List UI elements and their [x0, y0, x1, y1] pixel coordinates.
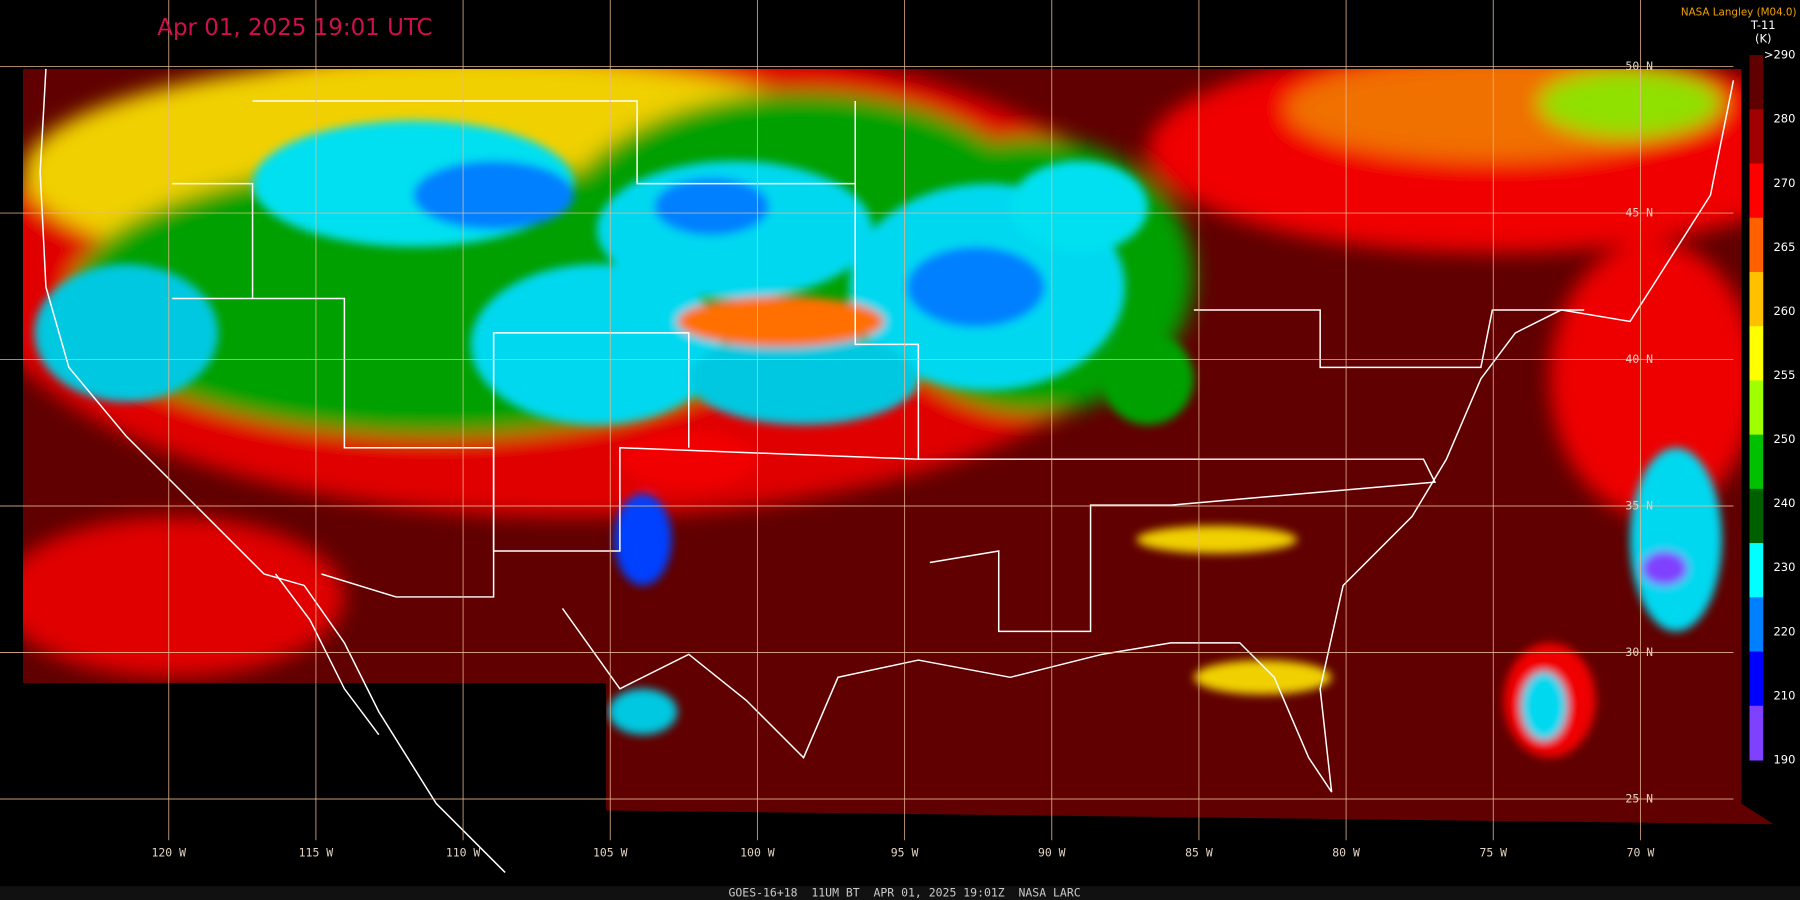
colorbar-swatch	[1749, 488, 1764, 544]
colorbar-swatch	[1749, 651, 1764, 707]
latitude-label: 25 N	[1625, 791, 1653, 805]
colorbar-unit: (K)	[1755, 32, 1771, 46]
latitude-label: 50 N	[1625, 59, 1653, 73]
longitude-label: 70 W	[1627, 845, 1655, 859]
latitude-label: 30 N	[1625, 645, 1653, 659]
latitude-label: 35 N	[1625, 499, 1653, 513]
longitude-label: 105 W	[593, 845, 628, 859]
colorbar-swatch	[1749, 705, 1764, 761]
colorbar: >290 280 270 265 260 255 250 240 230 220 210 190	[1749, 48, 1796, 766]
latitude-label: 45 N	[1625, 206, 1653, 220]
colorbar-swatch	[1749, 380, 1764, 436]
longitude-label: 95 W	[891, 845, 919, 859]
colorbar-label: 190	[1774, 752, 1796, 766]
colorbar-label: 270	[1774, 176, 1796, 190]
colorbar-swatch	[1749, 326, 1764, 381]
colorbar-label: 260	[1774, 304, 1796, 318]
longitude-label: 120 W	[151, 845, 186, 859]
coastlines	[39, 68, 1735, 873]
graticule: 50 N 45 N 40 N 35 N 30 N 25 N 120 W 115 W 110 W 1…	[0, 0, 1734, 859]
colorbar-label: 240	[1774, 496, 1796, 510]
footer-bar	[0, 886, 1800, 900]
credit: NASA Langley (M04.0)	[1681, 7, 1797, 19]
longitude-label: 90 W	[1038, 845, 1066, 859]
colorbar-swatch	[1749, 163, 1764, 219]
colorbar-swatch	[1749, 434, 1764, 490]
colorbar-title: T-11	[1750, 18, 1776, 32]
colorbar-swatch	[1749, 597, 1764, 653]
colorbar-label: 265	[1774, 240, 1796, 254]
colorbar-label: 210	[1774, 688, 1796, 702]
colorbar-label: 280	[1774, 112, 1796, 126]
colorbar-label: 220	[1774, 624, 1796, 638]
colorbar-swatch	[1749, 109, 1764, 165]
colorbar-swatch	[1749, 55, 1764, 110]
longitude-label: 85 W	[1185, 845, 1213, 859]
colorbar-label: >290	[1764, 48, 1796, 62]
colorbar-swatch	[1749, 543, 1764, 598]
longitude-label: 100 W	[740, 845, 775, 859]
colorbar-label: 250	[1774, 432, 1796, 446]
colorbar-swatch	[1749, 271, 1764, 327]
colorbar-swatch	[1749, 217, 1764, 273]
longitude-label: 115 W	[299, 845, 334, 859]
colorbar-label: 230	[1774, 560, 1796, 574]
footer-caption: GOES-16+18 11UM BT APR 01, 2025 19:01Z N…	[729, 886, 1081, 900]
latitude-label: 40 N	[1625, 352, 1653, 366]
timestamp: Apr 01, 2025 19:01 UTC	[157, 15, 432, 41]
longitude-label: 110 W	[446, 845, 481, 859]
longitude-label: 80 W	[1332, 845, 1360, 859]
colorbar-label: 255	[1774, 368, 1796, 382]
longitude-label: 75 W	[1479, 845, 1507, 859]
